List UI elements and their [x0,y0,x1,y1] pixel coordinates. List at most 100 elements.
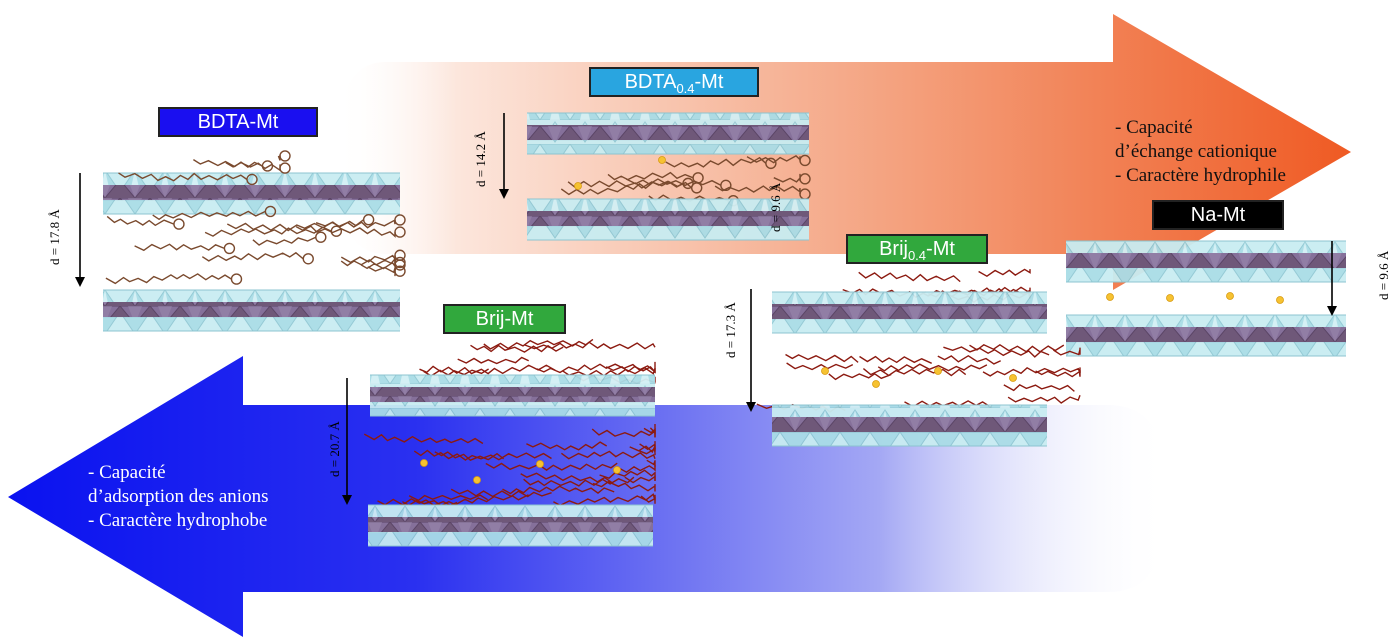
tetrahedral-sheet [368,532,653,546]
na-mt-clay-layer-bottom [1066,314,1346,357]
tetrahedral-sheet [103,200,400,214]
na-mt-cations [1106,292,1284,304]
tetrahedral-sheet [1066,268,1346,282]
molecule-chain [616,465,656,474]
cation [613,466,621,474]
molecule-chain [978,268,1031,278]
molecule-chain [591,428,656,438]
molecule-chain [592,480,656,492]
brij04-interlayer-chains [756,343,1081,413]
benzyl-ring [394,265,406,277]
molecule-chain [1003,384,1075,392]
molecule-chain [201,251,304,262]
tetrahedral-sheet [772,432,1047,446]
tetrahedral-sheet [527,140,809,154]
cation [536,460,544,468]
benzyl-ring [799,154,811,167]
molecule-chain [502,485,615,495]
bdta04-spacing-arrow-head [499,189,509,199]
na-mt-clay-layer-top [1066,240,1346,283]
molecule-chain [560,181,693,196]
tetrahedral-sheet [1066,342,1346,356]
brij04-clay-layer-bottom [772,404,1047,447]
molecule-chain [1053,347,1081,356]
blue-property-text: - Capacité d’adsorption des anions - Car… [88,462,269,531]
octahedral-sheet [368,517,653,533]
brij-mt-cations [420,459,621,484]
orange-property-text: - Capacité d’échange cationique - Caract… [1115,117,1286,186]
molecule-chain [524,341,656,350]
brij04-mt-label: Brij0.4-Mt [846,234,988,264]
spacing-bdta-mt: d = 17.8 Å [47,209,62,265]
brij04-cations [821,367,1017,388]
tetrahedral-sheet [370,402,655,416]
molecule-chain [377,498,458,507]
octahedral-sheet [527,211,809,227]
benzyl-ring [223,242,236,255]
bdta-mt-label: BDTA-Mt [158,107,318,137]
benzyl-ring [230,273,243,285]
molecule-chain [605,361,656,374]
brij-mt-label: Brij-Mt [443,304,566,334]
tetrahedral-sheet [1066,241,1346,255]
molecule-chain [523,476,635,487]
molecule-chain [937,354,1001,365]
benzyl-ring [394,226,406,238]
tetrahedral-sheet [772,405,1047,419]
molecule-chain [859,355,932,364]
molecule-chain [483,338,594,350]
cation [1226,292,1234,300]
bdta04-clay-layer-top [527,112,809,155]
tetrahedral-sheet [527,226,809,240]
octahedral-sheet [1066,327,1346,343]
benzyl-ring [690,182,703,194]
bdta-mt-interlayer-chains [105,205,406,285]
molecule-chain [969,343,1065,353]
molecule-chain [1035,370,1081,378]
molecule-chain [193,159,263,168]
bdta-mt-spacing-arrow-head [75,277,85,287]
tetrahedral-sheet [103,173,400,187]
cation [821,367,829,375]
molecule-chain [862,368,967,377]
cation [420,459,428,467]
molecule-chain [204,226,332,237]
molecule-chain [134,243,225,252]
tetrahedral-sheet [103,317,400,331]
brij-mt-clay-layer-bottom [368,504,653,547]
molecule-chain [363,433,484,445]
molecule-chain [252,236,317,246]
molecule-chain [560,450,656,460]
brij-mt-clay-layer-top [370,374,655,417]
spacing-brij-mt: d = 20.7 Å [327,421,342,477]
bdta04-mt-label: BDTA0.4-Mt [589,67,759,97]
molecule-chain [640,495,656,504]
tetrahedral-sheet [772,292,1047,306]
molecule-chain [526,441,608,451]
bdta-mt-clay-layer-top [103,172,400,215]
bdta-mt-surface-chains [118,150,291,186]
cation [934,367,942,375]
tetrahedral-sheet [1066,315,1346,329]
octahedral-sheet [527,125,809,141]
cation [658,156,666,164]
molecule-chain [1007,395,1081,404]
molecule-chain [828,372,892,381]
molecule-chain [665,156,767,168]
octahedral-sheet [772,417,1047,433]
bdta04-interlayer-chains [560,154,811,207]
cation [1276,296,1284,304]
molecule-chain [423,368,489,377]
octahedral-sheet [103,302,400,318]
molecule-chain [434,451,505,462]
na-mt-spacing-arrow-head [1327,306,1337,316]
benzyl-ring [279,150,291,162]
benzyl-ring [720,179,732,192]
octahedral-sheet [103,185,400,201]
cation [1106,293,1114,301]
cation [473,476,481,484]
molecule-chain [714,185,801,195]
molecule-chain [520,472,613,484]
spacing-bdta04-inner: d = 9.6 Å [768,182,783,232]
